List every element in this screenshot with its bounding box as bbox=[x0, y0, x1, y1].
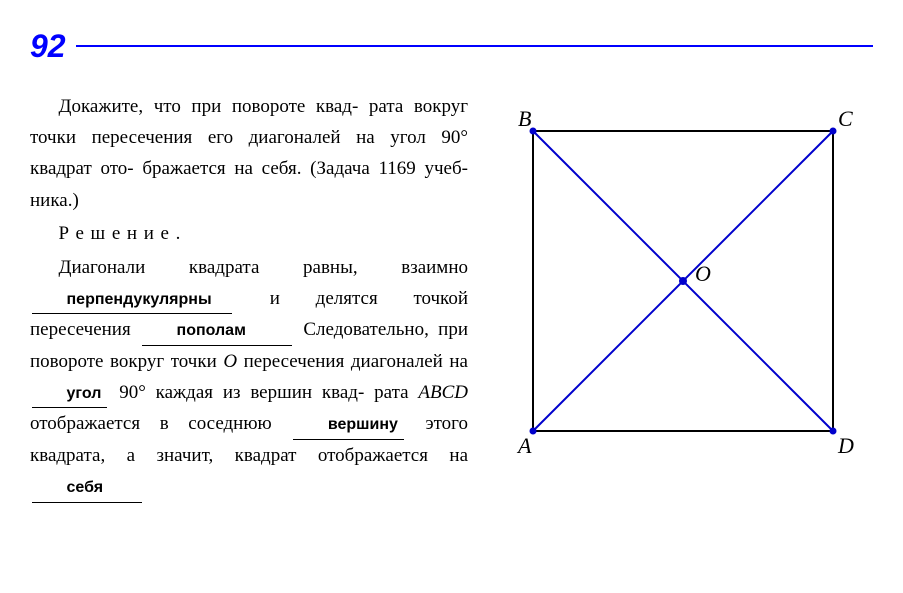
blank-self: себя bbox=[32, 475, 142, 502]
label-a: A bbox=[516, 433, 532, 458]
solution-body: Диагонали квадрата равны, взаимно перпен… bbox=[30, 252, 468, 503]
blank-angle: угол bbox=[32, 381, 107, 408]
label-d: D bbox=[837, 433, 854, 458]
problem-line1: Докажите, что при повороте квад- bbox=[59, 96, 359, 117]
italic-ABCD: ABCD bbox=[418, 382, 468, 403]
label-o: O bbox=[695, 261, 711, 286]
sol-line7a: рата bbox=[374, 382, 418, 403]
figure-column: B C A D O bbox=[493, 91, 873, 505]
blank-half: пополам bbox=[142, 318, 292, 345]
header: 92 bbox=[30, 20, 873, 73]
sol-line7b: отображается в соседнюю bbox=[30, 413, 272, 434]
problem-statement: Докажите, что при повороте квад- рата во… bbox=[30, 91, 468, 216]
solution-heading: Решение. bbox=[30, 218, 468, 249]
sol-after3: 90° каждая из вершин квад- bbox=[109, 382, 364, 403]
sol-line9a: квадрат отображается на bbox=[235, 445, 468, 466]
header-rule bbox=[76, 45, 873, 47]
problem-line5: ника.) bbox=[30, 190, 79, 211]
sol-line5a: точки bbox=[171, 351, 224, 372]
sol-line1: Диагонали квадрата равны, взаимно bbox=[59, 257, 469, 278]
solution-label: Решение. bbox=[59, 223, 188, 244]
point-o bbox=[679, 277, 687, 285]
square-diagram: B C A D O bbox=[493, 101, 863, 471]
problem-number: 92 bbox=[30, 20, 66, 73]
blank-vertex: вершину bbox=[293, 412, 404, 439]
sol-line5b: пересечения диагоналей на bbox=[237, 351, 468, 372]
label-c: C bbox=[838, 106, 853, 131]
blank-perpendicular: перпендукулярны bbox=[32, 287, 232, 314]
text-column: Докажите, что при повороте квад- рата во… bbox=[30, 91, 468, 505]
italic-O: О bbox=[223, 351, 237, 372]
label-b: B bbox=[518, 106, 531, 131]
point-d bbox=[830, 427, 837, 434]
sol-after1: и делятся bbox=[234, 288, 378, 309]
point-c bbox=[830, 127, 837, 134]
problem-line4: бражается на себя. (Задача 1169 учеб- bbox=[142, 158, 468, 179]
content: Докажите, что при повороте квад- рата во… bbox=[30, 91, 873, 505]
